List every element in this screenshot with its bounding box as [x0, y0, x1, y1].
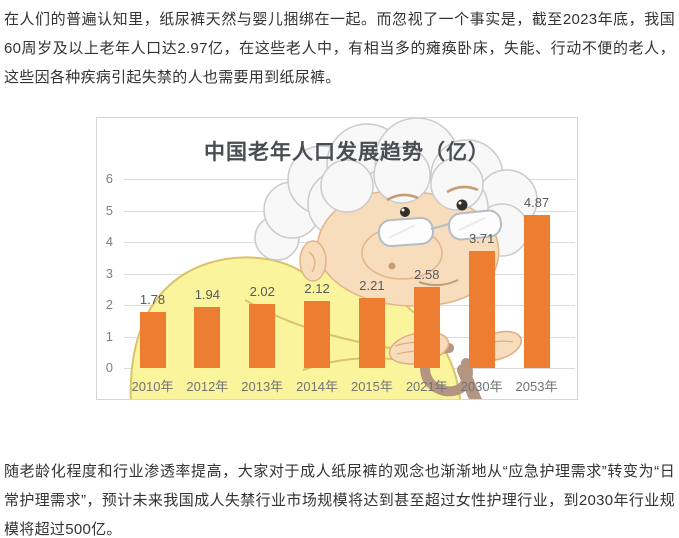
y-axis-tick-label: 3 [105, 265, 113, 281]
y-axis-tick-label: 4 [105, 234, 113, 249]
bar [413, 286, 440, 368]
glasses-icon [377, 209, 503, 248]
x-axis-label: 2015年 [350, 379, 393, 394]
bar-value-label: 3.71 [469, 231, 495, 247]
grandma-hair-front [320, 146, 484, 213]
y-axis-tick-label: 2 [105, 297, 113, 312]
x-axis-label: 2053年 [515, 379, 558, 394]
x-axis-label: 2030年 [460, 379, 503, 394]
chart-title: 中国老年人口发展趋势（亿） [204, 141, 490, 164]
bar [523, 214, 550, 368]
bar [468, 251, 495, 368]
grandma-eyes [386, 185, 479, 217]
x-axis-label: 2021年 [405, 379, 448, 394]
bar [139, 311, 166, 368]
bar-value-label: 2.58 [414, 266, 440, 282]
x-axis-label: 2013年 [241, 379, 284, 394]
bar [194, 306, 221, 368]
bar [358, 298, 385, 368]
bar [304, 301, 331, 368]
bar-value-label: 1.78 [139, 291, 166, 307]
x-axis-label: 2012年 [186, 379, 229, 394]
bar-value-label: 2.12 [304, 281, 330, 297]
elderly-population-bar-chart: 中国老年人口发展趋势（亿） 0 1 2 3 4 5 6 [96, 117, 578, 400]
x-axis-label: 2014年 [296, 379, 339, 394]
paragraph-outro: 随老龄化程度和行业渗透率提高，大家对于成人纸尿裤的观念也渐渐地从“应急护理需求”… [4, 463, 675, 538]
paragraph-intro: 在人们的普遍认知里，纸尿裤天然与婴儿捆绑在一起。而忽视了一个事实是，截至2023… [4, 11, 675, 86]
bar [249, 304, 276, 368]
bar-series-layer: 1.78 2010年 1.94 2012年 2.02 2013年 2.12 2014年 2.21… [97, 118, 577, 399]
y-axis-tick-label: 1 [105, 328, 113, 344]
bar-value-label: 2.02 [249, 284, 275, 300]
y-axis-tick-label: 5 [105, 202, 113, 218]
bar-value-label: 2.21 [359, 278, 385, 294]
bar-value-label: 4.87 [523, 194, 550, 210]
y-axis-tick-label: 0 [105, 360, 113, 375]
bar-value-label: 1.94 [194, 286, 221, 302]
x-axis-label: 2010年 [131, 379, 174, 394]
y-axis-tick-label: 6 [105, 171, 113, 186]
